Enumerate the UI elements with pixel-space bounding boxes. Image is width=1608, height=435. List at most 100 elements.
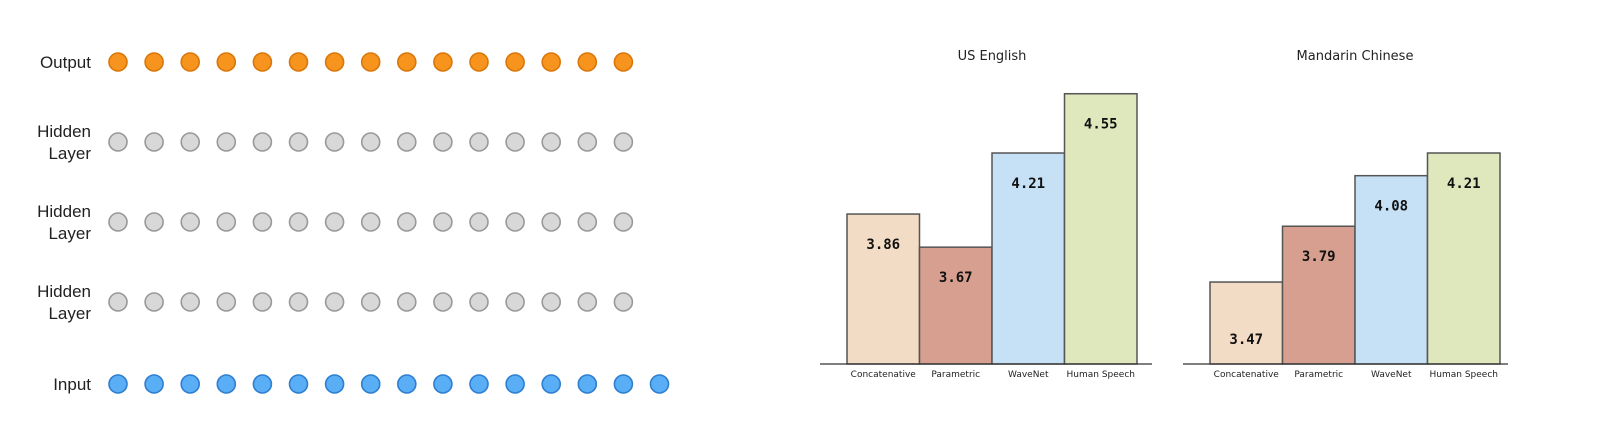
data-label: 3.47 <box>1229 332 1263 348</box>
neuron-node <box>469 292 489 312</box>
layer-label: Hidden <box>37 202 91 221</box>
bar-human-speech <box>1426 152 1501 365</box>
neuron-node <box>505 374 525 394</box>
neuron-node <box>144 292 164 312</box>
data-label: 3.79 <box>1302 249 1336 265</box>
category-label: WaveNet <box>1008 370 1049 380</box>
neuron-node <box>288 132 309 152</box>
neuron-node <box>252 374 273 394</box>
neuron-node <box>505 292 525 312</box>
neuron-node <box>360 292 381 312</box>
neuron-node <box>108 292 128 312</box>
neuron-node <box>396 292 417 312</box>
mos-bar-charts: US English 3.86 Concatenative 3.67 Parametri… <box>820 49 1508 380</box>
neuron-node <box>216 132 237 152</box>
neuron-node <box>469 52 489 72</box>
neuron-node <box>324 52 345 72</box>
neuron-node <box>433 374 453 394</box>
neuron-node <box>108 212 128 232</box>
bar-concatenative <box>1209 281 1284 365</box>
neuron-node <box>216 212 237 232</box>
neuron-node <box>216 52 237 72</box>
neuron-node <box>108 374 128 394</box>
neuron-node <box>360 374 381 394</box>
neuron-node <box>469 132 489 152</box>
neuron-node <box>144 132 164 152</box>
neuron-node <box>469 374 489 394</box>
bar-chart: US English 3.86 Concatenative 3.67 Parametri… <box>820 49 1152 380</box>
neuron-node <box>577 52 598 72</box>
neuron-node <box>324 374 345 394</box>
category-label: Parametric <box>1294 370 1343 380</box>
category-label: WaveNet <box>1371 370 1412 380</box>
data-label: 4.55 <box>1084 117 1118 133</box>
category-label: Human Speech <box>1430 370 1498 380</box>
neuron-node <box>288 374 309 394</box>
neuron-node <box>505 52 525 72</box>
chart-title: US English <box>958 49 1027 64</box>
bar-parametric <box>918 246 993 365</box>
bar-human-speech <box>1063 92 1138 365</box>
layer-label: Output <box>40 53 91 72</box>
neuron-node <box>180 52 200 72</box>
neuron-node <box>433 132 453 152</box>
wavenet-network-diagram: Output Hidden Layer Hidden Layer Hidden Layer I… <box>37 52 670 394</box>
neuron-node <box>433 212 453 232</box>
neuron-node <box>577 132 598 152</box>
category-label: Concatenative <box>851 370 917 380</box>
neuron-node <box>180 292 200 312</box>
data-label: 3.86 <box>866 237 900 253</box>
neuron-node <box>433 292 453 312</box>
neuron-node <box>396 374 417 394</box>
neuron-node <box>541 132 562 152</box>
layer-label: Hidden <box>37 282 91 301</box>
neuron-node <box>144 374 164 394</box>
network-layer: Hidden Layer <box>37 282 634 323</box>
network-layer: Output <box>40 52 634 72</box>
category-label: Parametric <box>931 370 980 380</box>
neuron-node <box>613 212 634 232</box>
bar-parametric <box>1281 225 1356 365</box>
neuron-node <box>288 292 309 312</box>
category-label: Human Speech <box>1067 370 1135 380</box>
neuron-node <box>541 212 562 232</box>
layer-label: Input <box>53 375 91 394</box>
data-label: 4.21 <box>1447 176 1481 192</box>
network-layer: Hidden Layer <box>37 202 634 243</box>
neuron-node <box>108 52 128 72</box>
neuron-node <box>288 52 309 72</box>
neuron-node <box>288 212 309 232</box>
bar-concatenative <box>846 213 921 365</box>
chart-title: Mandarin Chinese <box>1297 49 1414 64</box>
neuron-node <box>433 52 453 72</box>
neuron-node <box>360 212 381 232</box>
neuron-node <box>613 52 634 72</box>
neuron-node <box>541 292 562 312</box>
neuron-node <box>613 374 634 394</box>
neuron-node <box>252 132 273 152</box>
bar-wavenet <box>991 152 1066 365</box>
neuron-node <box>541 52 562 72</box>
neuron-node <box>324 212 345 232</box>
neuron-node <box>180 374 200 394</box>
neuron-node <box>505 132 525 152</box>
network-layer: Hidden Layer <box>37 122 634 163</box>
layer-label: Layer <box>48 224 91 243</box>
neuron-node <box>577 374 598 394</box>
neuron-node <box>252 292 273 312</box>
neuron-node <box>541 374 562 394</box>
neuron-node <box>144 52 164 72</box>
category-label: Concatenative <box>1214 370 1280 380</box>
neuron-node <box>216 374 237 394</box>
neuron-node <box>252 52 273 72</box>
neuron-node <box>649 374 670 394</box>
neuron-node <box>324 292 345 312</box>
neuron-node <box>505 212 525 232</box>
bar-chart: Mandarin Chinese 3.47 Concatenative 3.79 Par… <box>1183 49 1508 380</box>
neuron-node <box>108 132 128 152</box>
layer-label: Layer <box>48 144 91 163</box>
neuron-node <box>396 132 417 152</box>
neuron-node <box>396 212 417 232</box>
neuron-node <box>396 52 417 72</box>
neuron-node <box>180 212 200 232</box>
